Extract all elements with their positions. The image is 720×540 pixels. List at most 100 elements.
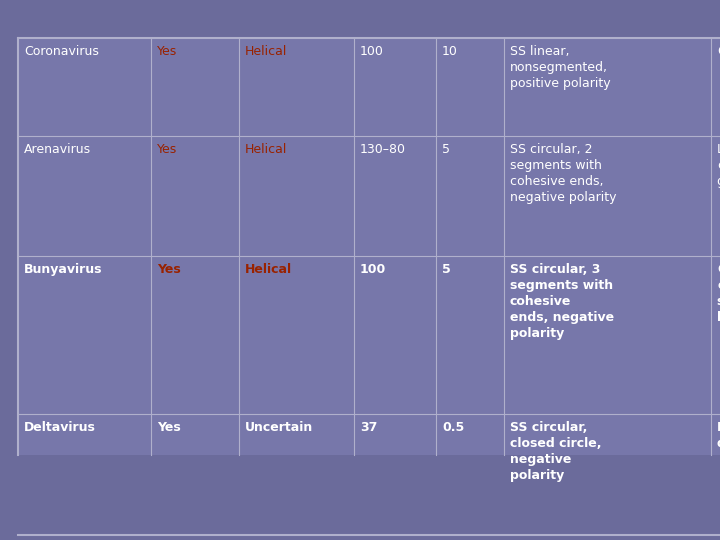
Bar — [364, 168, 391, 195]
Bar — [644, 364, 671, 391]
Bar — [588, 364, 615, 391]
Bar — [140, 448, 167, 475]
Bar — [252, 308, 279, 335]
Bar — [560, 28, 587, 55]
Bar — [112, 364, 139, 391]
Bar — [280, 364, 307, 391]
Bar — [140, 392, 167, 419]
Bar — [84, 308, 111, 335]
Bar — [420, 532, 447, 540]
Bar — [504, 56, 531, 83]
Bar — [476, 504, 503, 531]
Bar — [560, 476, 587, 503]
Bar — [112, 168, 139, 195]
Bar — [364, 112, 391, 139]
Text: Helical: Helical — [245, 263, 292, 276]
Bar — [364, 392, 391, 419]
Bar — [644, 252, 671, 279]
Bar — [532, 140, 559, 167]
Bar — [476, 308, 503, 335]
Bar — [112, 476, 139, 503]
Bar — [644, 532, 671, 540]
Bar — [0, 392, 27, 419]
Bar — [168, 168, 195, 195]
Bar — [560, 308, 587, 335]
Bar — [420, 308, 447, 335]
Bar — [616, 308, 643, 335]
Bar — [448, 224, 475, 251]
Bar — [224, 504, 251, 531]
Bar — [532, 168, 559, 195]
Bar — [588, 308, 615, 335]
Bar — [0, 476, 27, 503]
Bar — [588, 336, 615, 363]
Bar — [56, 280, 83, 307]
Bar — [252, 56, 279, 83]
Bar — [84, 476, 111, 503]
Bar — [308, 140, 335, 167]
Bar — [476, 280, 503, 307]
Bar — [532, 56, 559, 83]
Bar — [196, 252, 223, 279]
Bar — [168, 140, 195, 167]
Bar — [280, 84, 307, 111]
Bar — [616, 112, 643, 139]
Bar — [168, 420, 195, 447]
Bar — [84, 56, 111, 83]
Bar — [84, 112, 111, 139]
Bar — [448, 280, 475, 307]
Bar — [364, 252, 391, 279]
Bar — [644, 28, 671, 55]
Bar — [392, 308, 419, 335]
Bar — [336, 364, 363, 391]
Bar — [112, 84, 139, 111]
Bar — [364, 56, 391, 83]
Bar — [448, 392, 475, 419]
Bar — [420, 56, 447, 83]
Bar — [84, 504, 111, 531]
Bar — [28, 28, 55, 55]
Bar — [168, 84, 195, 111]
Bar — [56, 448, 83, 475]
Bar — [364, 476, 391, 503]
Bar — [140, 28, 167, 55]
Bar — [700, 224, 720, 251]
Bar — [644, 56, 671, 83]
Bar — [560, 56, 587, 83]
Text: Yes: Yes — [157, 143, 177, 156]
Bar — [420, 420, 447, 447]
Bar — [560, 364, 587, 391]
Bar — [448, 84, 475, 111]
Bar — [308, 196, 335, 223]
Bar — [560, 420, 587, 447]
Bar — [84, 532, 111, 540]
Bar — [56, 56, 83, 83]
Bar — [364, 336, 391, 363]
Bar — [616, 336, 643, 363]
Bar — [336, 336, 363, 363]
Bar — [644, 392, 671, 419]
Bar — [336, 168, 363, 195]
Bar — [28, 336, 55, 363]
Bar — [252, 0, 279, 27]
Bar — [420, 84, 447, 111]
Bar — [112, 224, 139, 251]
Bar — [28, 532, 55, 540]
Bar — [672, 448, 699, 475]
Bar — [672, 168, 699, 195]
Bar — [560, 0, 587, 27]
Bar — [84, 224, 111, 251]
Bar — [140, 364, 167, 391]
Bar — [476, 168, 503, 195]
Bar — [140, 196, 167, 223]
Bar — [336, 84, 363, 111]
Text: Coronavirus: Coronavirus — [24, 45, 99, 58]
Bar — [336, 0, 363, 27]
Bar — [308, 84, 335, 111]
Bar — [588, 168, 615, 195]
Bar — [644, 0, 671, 27]
Bar — [672, 476, 699, 503]
Bar — [56, 168, 83, 195]
Bar — [168, 532, 195, 540]
Bar — [364, 28, 391, 55]
